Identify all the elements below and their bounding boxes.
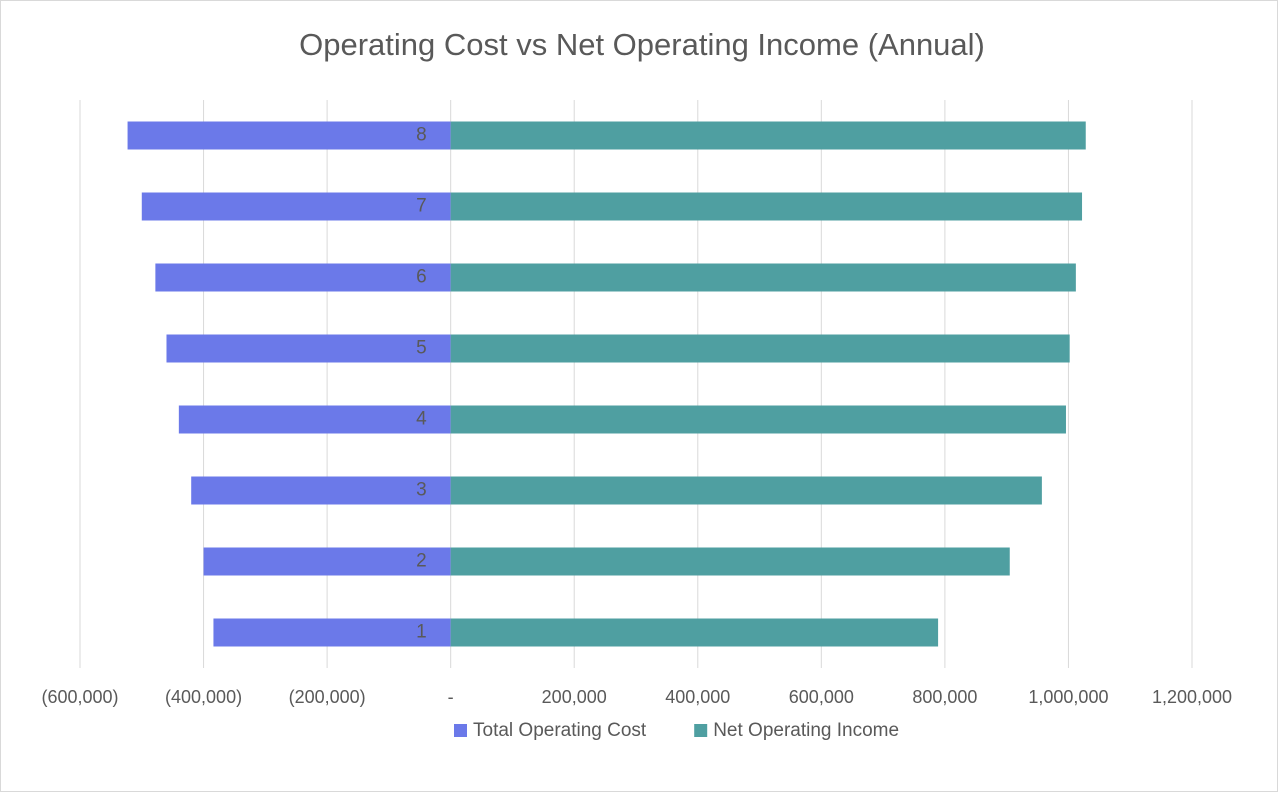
legend-label: Total Operating Cost xyxy=(473,720,647,741)
bar xyxy=(450,547,1010,576)
bar xyxy=(213,618,451,647)
x-tick-label: (600,000) xyxy=(41,687,118,707)
x-tick-label: (400,000) xyxy=(165,687,242,707)
x-tick-label: - xyxy=(448,687,454,707)
x-tick-label: 1,200,000 xyxy=(1152,687,1232,707)
category-label: 2 xyxy=(416,551,427,572)
bar xyxy=(450,192,1083,221)
category-label: 4 xyxy=(416,409,427,430)
category-label: 3 xyxy=(416,480,427,501)
category-label: 6 xyxy=(416,267,427,288)
x-tick-label: 800,000 xyxy=(912,687,977,707)
bar xyxy=(178,405,451,434)
bar xyxy=(191,476,451,505)
category-label: 5 xyxy=(416,338,427,359)
bar xyxy=(450,263,1076,292)
bar xyxy=(166,334,451,363)
bar xyxy=(141,192,451,221)
bar xyxy=(450,405,1066,434)
bar xyxy=(450,334,1070,363)
x-tick-label: 200,000 xyxy=(542,687,607,707)
category-label: 8 xyxy=(416,125,427,146)
x-tick-label: 400,000 xyxy=(665,687,730,707)
bar xyxy=(450,121,1086,150)
x-tick-label: (200,000) xyxy=(289,687,366,707)
category-label: 1 xyxy=(416,622,427,643)
legend-swatch xyxy=(454,724,467,737)
chart-title: Operating Cost vs Net Operating Income (… xyxy=(299,27,985,62)
bar xyxy=(203,547,451,576)
bar xyxy=(450,476,1042,505)
bar xyxy=(450,618,939,647)
x-tick-label: 1,000,000 xyxy=(1028,687,1108,707)
bar xyxy=(155,263,451,292)
x-tick-label: 600,000 xyxy=(789,687,854,707)
bar xyxy=(127,121,451,150)
legend-label: Net Operating Income xyxy=(713,720,899,741)
category-label: 7 xyxy=(416,196,427,217)
legend-swatch xyxy=(694,724,708,737)
